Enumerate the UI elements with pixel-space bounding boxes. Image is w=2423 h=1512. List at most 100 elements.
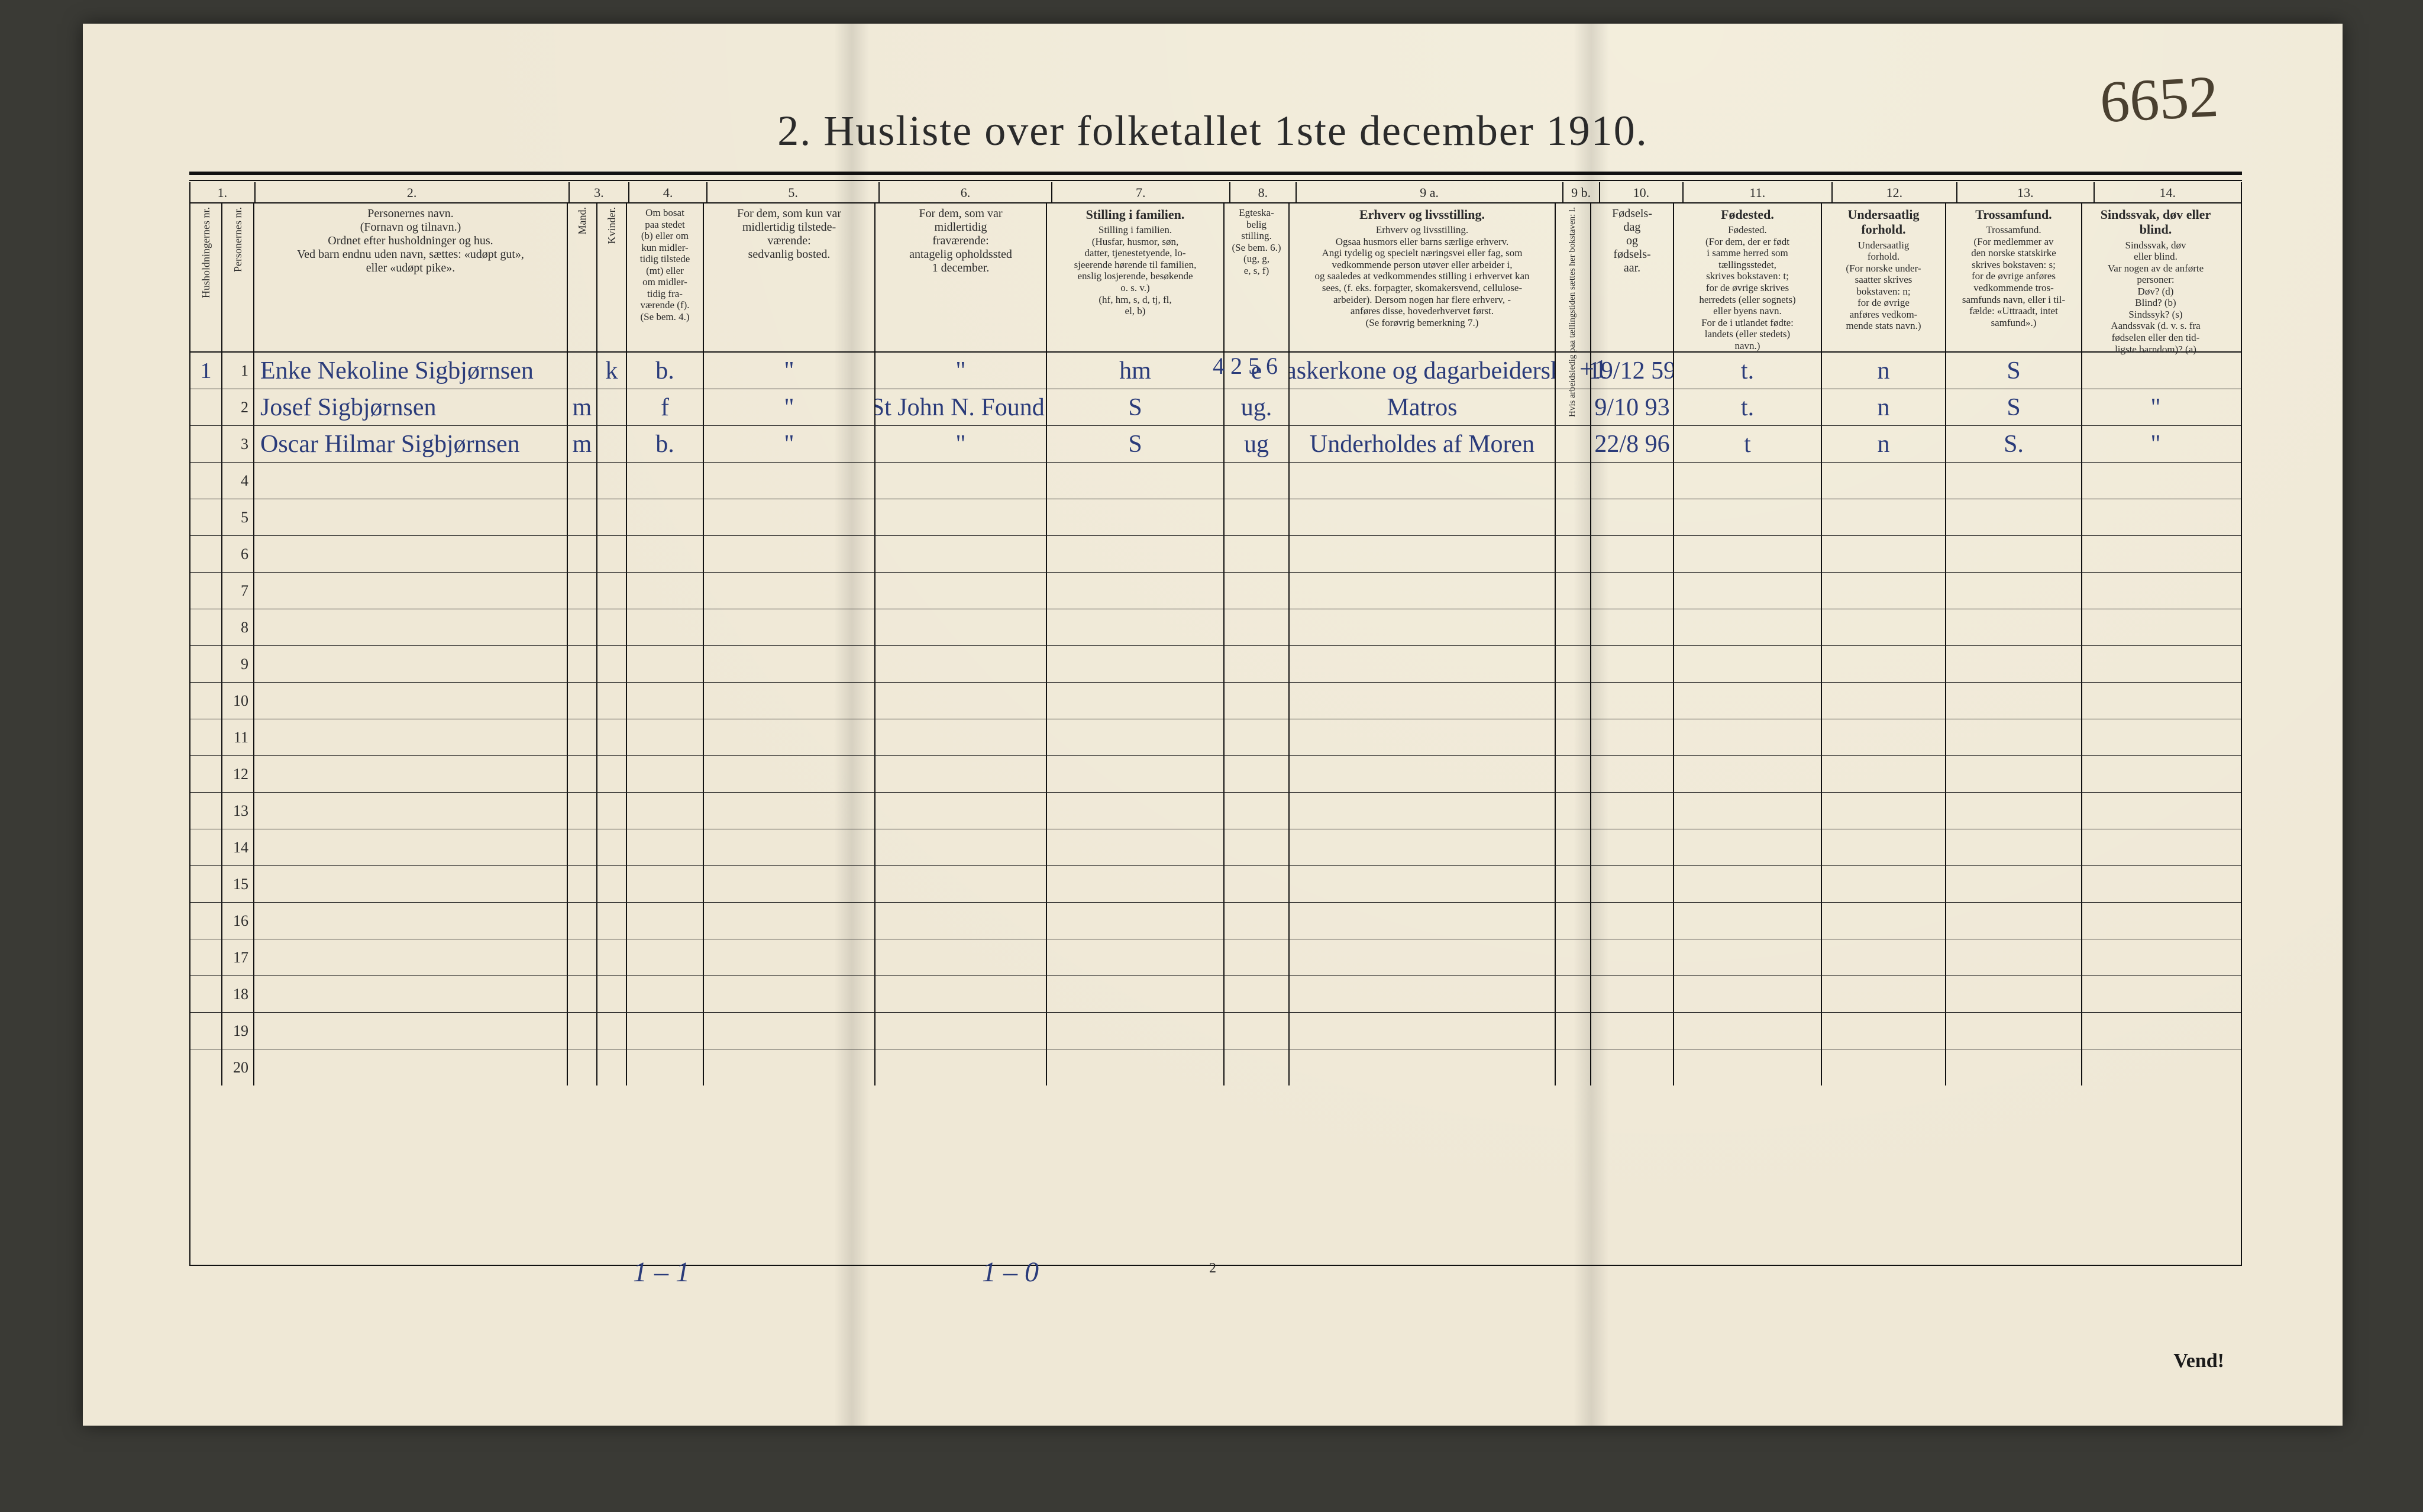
cell-sex_k: [597, 683, 627, 719]
cell-occupation: [1290, 609, 1556, 645]
cell-temp_absent: [875, 976, 1047, 1012]
cell-hh: 1: [190, 353, 222, 389]
cell-sex_m: [568, 939, 597, 975]
cell-birthplace: [1674, 536, 1822, 572]
cell-residence: [627, 499, 704, 535]
cell-faith: [1946, 609, 2082, 645]
table-row: 15: [190, 866, 2241, 903]
cell-faith: [1946, 793, 2082, 829]
cell-disability: [2082, 866, 2229, 902]
cell-hh: [190, 536, 222, 572]
cell-unemployed: [1556, 903, 1591, 939]
cell-hh: [190, 1049, 222, 1085]
cell-faith: S.: [1946, 426, 2082, 462]
cell-disability: ": [2082, 426, 2229, 462]
cell-nationality: [1822, 829, 1946, 865]
cell-birth: [1591, 609, 1674, 645]
cell-sex_m: [568, 1049, 597, 1085]
cell-sex_k: [597, 793, 627, 829]
cell-sex_k: [597, 829, 627, 865]
cell-birthplace: [1674, 866, 1822, 902]
cell-faith: [1946, 1049, 2082, 1085]
cell-name: [254, 719, 568, 755]
cell-sex_m: [568, 976, 597, 1012]
cell-birth: [1591, 1013, 1674, 1049]
cell-name: [254, 499, 568, 535]
cell-birth: [1591, 1049, 1674, 1085]
cell-hh: [190, 609, 222, 645]
cell-unemployed: [1556, 866, 1591, 902]
table-row: 11: [190, 719, 2241, 756]
hdr-sex-k-text: Kvinder.: [606, 207, 618, 244]
cell-birthplace: [1674, 939, 1822, 975]
cell-hh: [190, 939, 222, 975]
colnum-3: 3.: [570, 182, 630, 202]
cell-name: Oscar Hilmar Sigbjørnsen: [254, 426, 568, 462]
annotation-4256: 4 2 5 6: [1213, 352, 1278, 380]
cell-birth: [1591, 866, 1674, 902]
cell-temp_present: [704, 609, 875, 645]
cell-name: [254, 756, 568, 792]
cell-nationality: [1822, 756, 1946, 792]
cell-family_pos: [1047, 463, 1225, 499]
cell-birth: [1591, 536, 1674, 572]
cell-family_pos: [1047, 499, 1225, 535]
cell-hh: [190, 426, 222, 462]
cell-unemployed: [1556, 829, 1591, 865]
cell-temp_absent: [875, 573, 1047, 609]
cell-temp_present: [704, 939, 875, 975]
cell-temp_present: [704, 1049, 875, 1085]
cell-disability: [2082, 829, 2229, 865]
cell-temp_present: [704, 903, 875, 939]
cell-birthplace: [1674, 719, 1822, 755]
cell-birthplace: t: [1674, 426, 1822, 462]
cell-nationality: [1822, 1049, 1946, 1085]
cell-temp_present: [704, 976, 875, 1012]
cell-name: Enke Nekoline Sigbjørnsen: [254, 353, 568, 389]
hdr-sex-k: Kvinder.: [597, 203, 627, 351]
cell-family_pos: [1047, 866, 1225, 902]
cell-occupation: Matros: [1290, 389, 1556, 425]
column-number-row: 1. 2. 3. 4. 5. 6. 7. 8. 9 a. 9 b. 10. 11…: [190, 182, 2241, 203]
cell-hh: [190, 866, 222, 902]
hdr-temp-absent-text: For dem, som var midlertidig fraværende:…: [909, 207, 1012, 275]
table-body: 11Enke Nekoline Sigbjørnsenkb.""hmeVaske…: [190, 353, 2241, 1085]
cell-birth: 22/8 96: [1591, 426, 1674, 462]
cell-sex_k: [597, 756, 627, 792]
cell-occupation: [1290, 573, 1556, 609]
hdr-residence-text: Om bosat paa stedet (b) eller om kun mid…: [640, 207, 690, 322]
cell-temp_absent: [875, 683, 1047, 719]
cell-sex_m: [568, 903, 597, 939]
cell-residence: [627, 866, 704, 902]
cell-sex_m: [568, 609, 597, 645]
cell-disability: [2082, 939, 2229, 975]
cell-sex_k: k: [597, 353, 627, 389]
cell-faith: [1946, 573, 2082, 609]
cell-disability: [2082, 536, 2229, 572]
cell-faith: [1946, 683, 2082, 719]
cell-residence: [627, 536, 704, 572]
cell-sex_m: [568, 1013, 597, 1049]
cell-family_pos: [1047, 903, 1225, 939]
cell-marital: [1225, 536, 1290, 572]
cell-birthplace: t.: [1674, 353, 1822, 389]
cell-pn: 3: [222, 426, 254, 462]
hdr-faith: Trossamfund.Trossamfund. (For medlemmer …: [1946, 203, 2082, 351]
cell-birthplace: [1674, 573, 1822, 609]
cell-sex_k: [597, 609, 627, 645]
cell-faith: [1946, 499, 2082, 535]
cell-faith: [1946, 903, 2082, 939]
cell-unemployed: [1556, 499, 1591, 535]
cell-disability: [2082, 683, 2229, 719]
cell-name: [254, 1013, 568, 1049]
cell-temp_absent: [875, 903, 1047, 939]
cell-faith: S: [1946, 353, 2082, 389]
cell-hh: [190, 683, 222, 719]
cell-unemployed: [1556, 683, 1591, 719]
hdr-faith-text: Trossamfund. (For medlemmer av den norsk…: [1962, 224, 2065, 328]
cell-residence: [627, 939, 704, 975]
hdr-sex-m-text: Mand.: [576, 207, 589, 235]
cell-sex_m: m: [568, 389, 597, 425]
cell-name: [254, 646, 568, 682]
cell-pn: 17: [222, 939, 254, 975]
